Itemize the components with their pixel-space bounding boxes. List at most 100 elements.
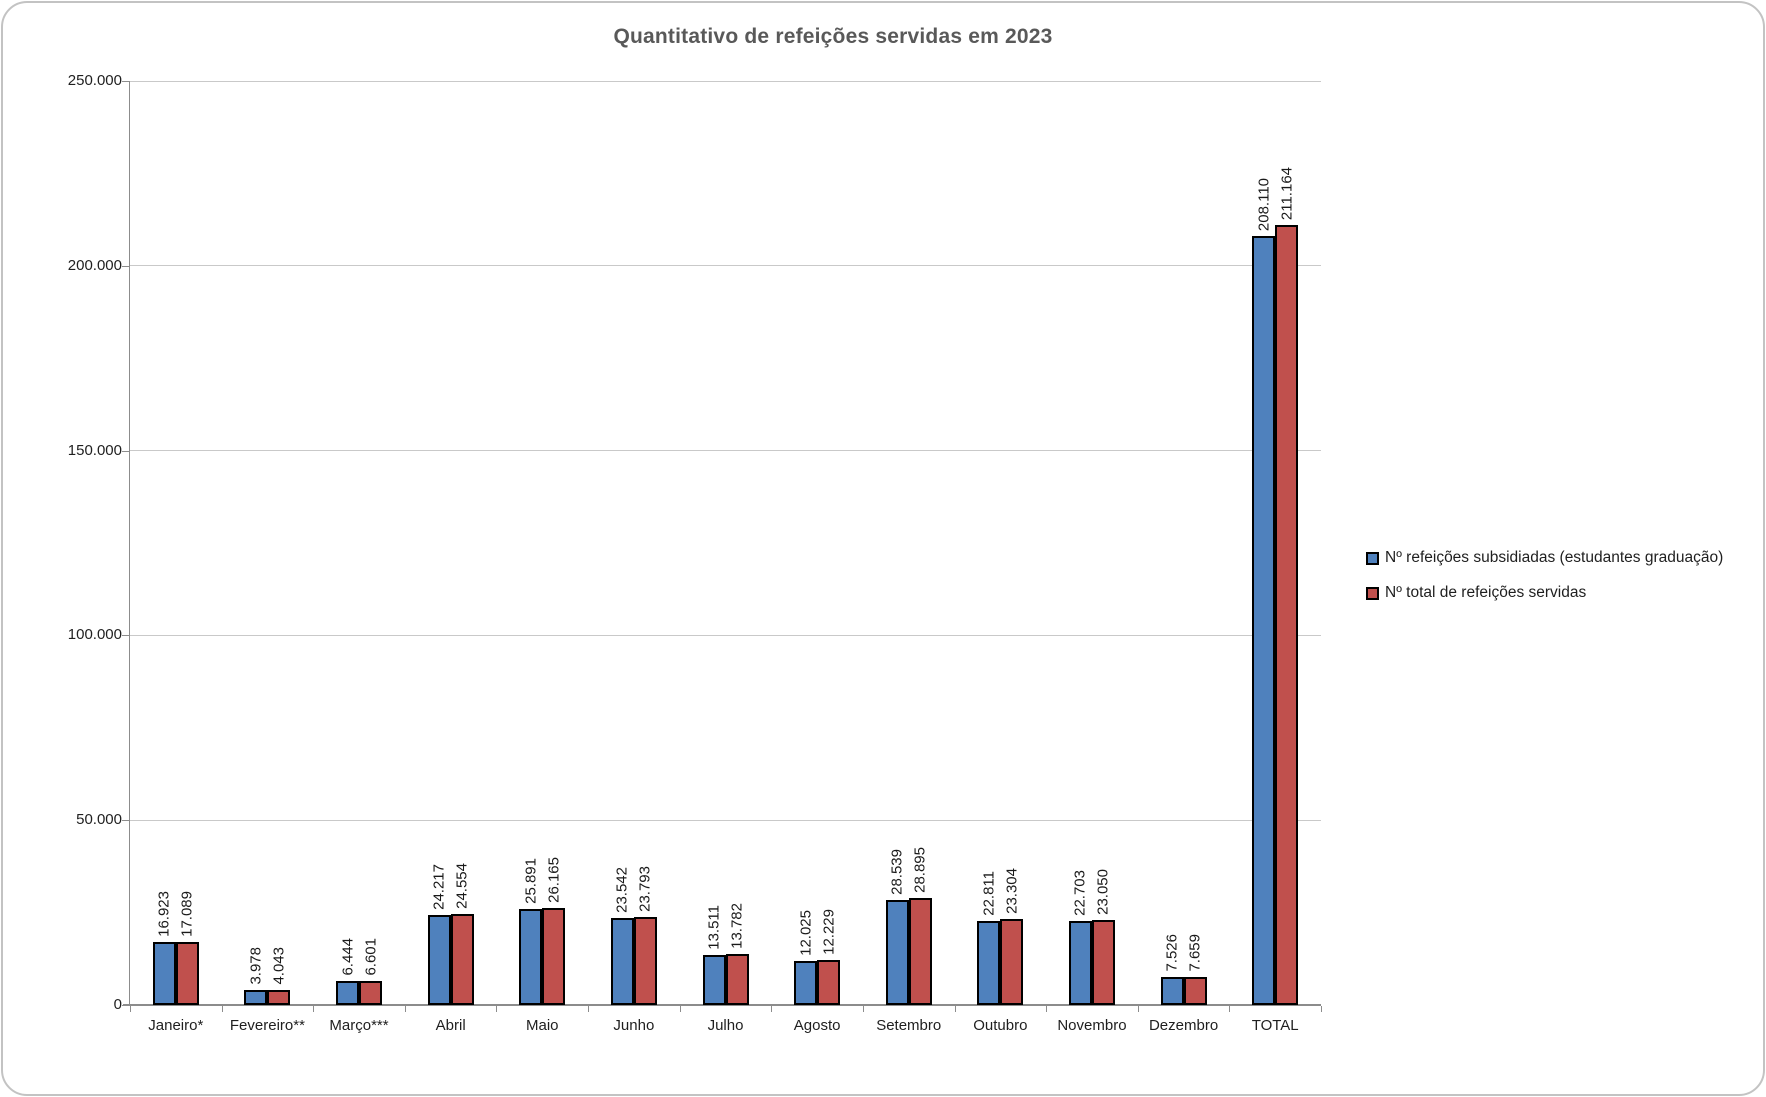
bar-value-label: 13.511 (705, 905, 723, 950)
x-category-label-dezembro: Dezembro (1148, 1017, 1219, 1034)
y-tick-label: 100.000 (67, 626, 122, 644)
bar-series2-junho (633, 917, 657, 1005)
bar-series2-dezembro (1183, 977, 1207, 1005)
legend-square-red-icon (1366, 586, 1379, 600)
bar-value-label: 211.164 (1278, 166, 1296, 220)
x-tick-mark (1229, 1006, 1231, 1012)
y-tick-label: 250.000 (67, 72, 122, 89)
bar-series1-fevereiro (244, 990, 268, 1005)
bar-value-label: 16.923 (155, 891, 173, 937)
x-category-label-abril: Abril (435, 1017, 466, 1034)
bar-value-label: 22.811 (980, 871, 998, 916)
bar-value-label: 23.793 (636, 866, 654, 912)
bar-value-label: 4.043 (270, 947, 288, 985)
bar-value-label: 28.895 (911, 847, 929, 893)
bar-value-label: 12.229 (820, 909, 838, 955)
x-tick-mark (954, 1006, 956, 1012)
y-tick-label: 50.000 (76, 811, 122, 829)
x-tick-mark (1046, 1006, 1048, 1012)
y-tick-mark (122, 820, 129, 822)
chart-title: Quantitativo de refeições servidas em 20… (613, 25, 1053, 48)
bar-series2-janeiro (175, 942, 199, 1005)
bar-value-label: 26.165 (545, 857, 563, 903)
x-category-label-novembro: Novembro (1057, 1017, 1127, 1034)
x-tick-mark (771, 1006, 773, 1012)
gridline-100.000 (130, 634, 1321, 636)
bar-value-label: 24.554 (453, 863, 471, 909)
y-axis-line (129, 81, 130, 1005)
plot-area: 16.923 17.089 3.978 4.043 6.444 6.601 24.217 24… (123, 80, 1321, 1006)
bar-series2-abril (450, 914, 474, 1005)
bar-value-label: 6.601 (362, 938, 380, 976)
y-tick-mark (122, 1005, 129, 1006)
y-tick-label: 200.000 (67, 256, 122, 274)
bar-series1-julho (702, 955, 726, 1005)
x-tick-mark (404, 1006, 406, 1012)
bar-value-label: 23.542 (613, 867, 631, 913)
legend-item-total: Nº total de refeições servidas (1366, 584, 1723, 602)
x-category-label-fevereiro: Fevereiro** (229, 1017, 305, 1034)
bar-series1-novembro (1068, 921, 1092, 1005)
x-category-label-outubro: Outubro (973, 1017, 1028, 1034)
bar-series1-total (1252, 236, 1276, 1005)
bar-value-label: 208.110 (1255, 177, 1273, 231)
bar-series2-total (1275, 225, 1299, 1005)
x-tick-mark (130, 1006, 131, 1012)
bar-series2-fevereiro (267, 990, 291, 1005)
x-category-label-junho: Junho (613, 1017, 655, 1034)
gridline-250.000 (130, 80, 1321, 82)
y-tick-label: 150.000 (67, 441, 122, 459)
bar-series2-julho (725, 954, 749, 1005)
legend-label-subsidiadas: Nº refeições subsidiadas (estudantes gra… (1385, 549, 1724, 566)
gridline-150.000 (130, 450, 1321, 452)
bar-series1-agosto (794, 961, 818, 1005)
bar-value-label: 23.304 (1003, 868, 1021, 914)
bar-series2-setembro (908, 898, 932, 1005)
bar-value-label: 13.782 (728, 903, 746, 949)
bar-series2-maio (542, 908, 566, 1005)
x-category-label-julho: Julho (707, 1017, 744, 1034)
bar-series1-outubro (977, 921, 1001, 1005)
bar-series1-janeiro (152, 942, 176, 1005)
legend-square-blue-icon (1366, 551, 1379, 565)
x-category-label-setembro: Setembro (876, 1017, 942, 1034)
x-tick-mark (1137, 1006, 1139, 1012)
legend-item-subsidiadas: Nº refeições subsidiadas (estudantes gra… (1366, 549, 1723, 567)
bar-value-label: 6.444 (339, 938, 357, 976)
bar-series1-junho (610, 918, 634, 1005)
bar-value-label: 28.539 (888, 849, 906, 895)
bar-value-label: 17.089 (178, 891, 196, 937)
bar-value-label: 25.891 (522, 858, 540, 904)
bar-value-label: 3.978 (247, 947, 265, 985)
legend-label-total: Nº total de refeições servidas (1385, 584, 1587, 601)
x-tick-mark (496, 1006, 498, 1012)
bar-series1-setembro (885, 900, 909, 1005)
y-tick-label: 0 (113, 996, 122, 1013)
bar-value-label: 22.703 (1071, 870, 1089, 916)
x-tick-mark (588, 1006, 590, 1012)
y-tick-mark (122, 265, 129, 267)
x-category-label-março: Março*** (329, 1017, 389, 1034)
y-tick-mark (122, 450, 129, 452)
bar-value-label: 23.050 (1094, 869, 1112, 915)
x-tick-mark (679, 1006, 681, 1012)
bar-series2-março (359, 981, 383, 1005)
gridline-200.000 (130, 265, 1321, 267)
x-tick-mark (221, 1006, 223, 1012)
x-category-label-janeiro: Janeiro* (148, 1017, 204, 1034)
gridline-50.000 (130, 819, 1321, 821)
legend: Nº refeições subsidiadas (estudantes gra… (1366, 549, 1723, 619)
x-category-label-agosto: Agosto (793, 1017, 841, 1034)
bar-value-label: 24.217 (430, 864, 448, 910)
bar-series1-maio (519, 909, 543, 1005)
x-tick-mark (862, 1006, 864, 1012)
bar-series1-dezembro (1160, 977, 1184, 1005)
x-tick-mark (1321, 1006, 1322, 1012)
bar-series2-novembro (1091, 920, 1115, 1005)
x-category-label-maio: Maio (526, 1017, 559, 1034)
y-tick-mark (122, 81, 129, 82)
x-tick-mark (313, 1006, 315, 1012)
bar-series1-abril (427, 915, 451, 1005)
bar-value-label: 12.025 (797, 910, 815, 956)
